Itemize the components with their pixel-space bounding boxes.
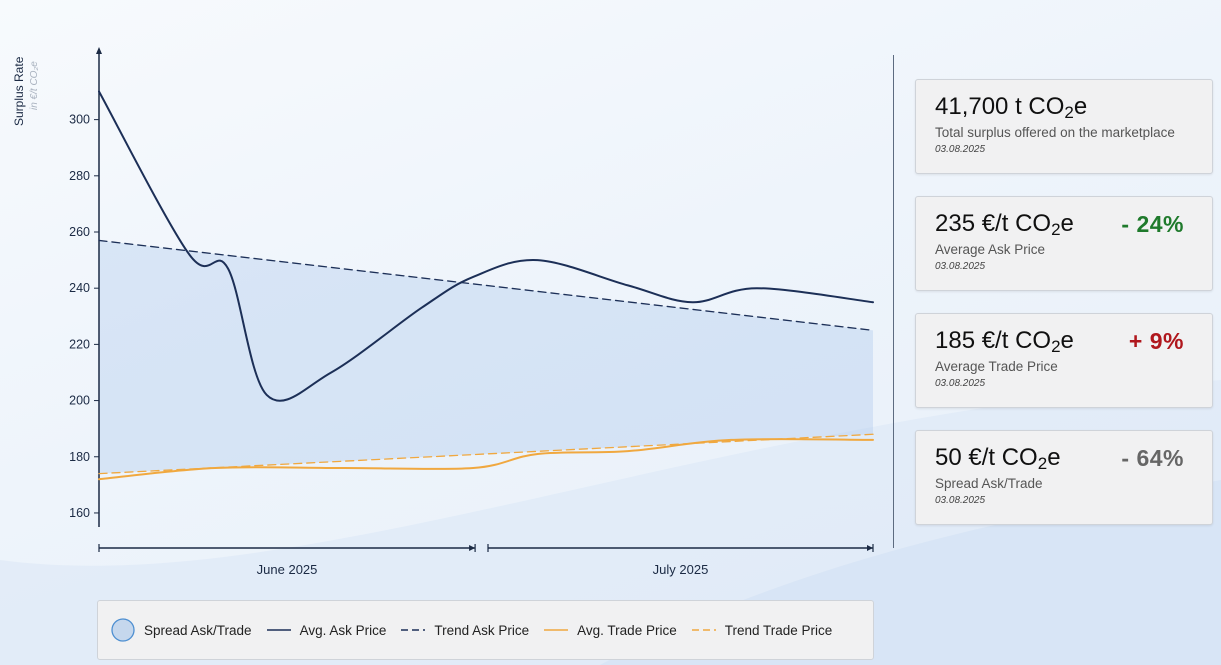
legend-swatch-icon bbox=[691, 629, 716, 631]
kpi-card: 50 €/t CO2e Spread Ask/Trade 03.08.2025 - 6… bbox=[915, 430, 1213, 525]
legend-item[interactable]: Spread Ask/Trade bbox=[110, 617, 252, 643]
kpi-value-tail: e bbox=[1060, 210, 1074, 237]
legend-item[interactable]: Trend Trade Price bbox=[691, 622, 833, 638]
series-avg-ask-price bbox=[98, 90, 874, 402]
kpi-date: 03.08.2025 bbox=[935, 261, 986, 272]
kpi-value-tail: e bbox=[1073, 93, 1088, 120]
kpi-value: 185 €/t CO2e bbox=[935, 326, 1212, 356]
x-period-label: June 2025 bbox=[257, 562, 318, 577]
x-period-arrow bbox=[469, 545, 476, 551]
kpi-value-tail: e bbox=[1060, 327, 1074, 354]
kpi-value-subscript: 2 bbox=[1051, 220, 1061, 239]
y-tick-label: 200 bbox=[69, 394, 90, 408]
legend-swatch-icon bbox=[111, 618, 135, 642]
y-tick-label: 300 bbox=[69, 113, 90, 127]
y-axis-arrow bbox=[96, 47, 102, 54]
kpi-date: 03.08.2025 bbox=[935, 495, 986, 506]
kpi-description: Spread Ask/Trade bbox=[935, 476, 1043, 491]
spread-area bbox=[99, 240, 873, 474]
spread-fill bbox=[99, 240, 873, 474]
kpi-date: 03.08.2025 bbox=[935, 378, 986, 389]
legend-swatch-icon bbox=[266, 629, 291, 631]
kpi-card: 41,700 t CO2e Total surplus offered on th… bbox=[915, 79, 1213, 174]
y-axis-title: Surplus Rate bbox=[12, 56, 26, 126]
legend-label: Spread Ask/Trade bbox=[144, 622, 252, 638]
kpi-value-main: 50 €/t CO bbox=[935, 444, 1038, 471]
legend-label: Avg. Ask Price bbox=[299, 622, 387, 638]
legend-swatch-icon bbox=[401, 629, 426, 631]
series-trend-ask-price bbox=[98, 239, 874, 331]
kpi-description: Average Ask Price bbox=[935, 242, 1046, 257]
kpi-change: - 64% bbox=[1121, 445, 1184, 471]
kpi-card: 185 €/t CO2e Average Trade Price 03.08.202… bbox=[915, 313, 1213, 408]
kpi-value-main: 185 €/t CO bbox=[935, 327, 1052, 354]
x-period-label: July 2025 bbox=[653, 562, 709, 577]
legend-label: Trend Ask Price bbox=[434, 622, 530, 638]
kpi-value: 235 €/t CO2e bbox=[935, 209, 1212, 239]
kpi-value-subscript: 2 bbox=[1051, 337, 1061, 356]
kpi-value: 41,700 t CO2e bbox=[935, 92, 1212, 122]
kpi-description: Total surplus offered on the marketplace bbox=[935, 125, 1175, 140]
series-avg-trade-price bbox=[98, 438, 874, 481]
x-period-arrow bbox=[867, 545, 873, 551]
chart-legend: Spread Ask/Trade Avg. Ask Price Trend Ask … bbox=[97, 600, 874, 660]
y-axis-unit: in €/t CO₂e bbox=[29, 61, 40, 110]
kpi-change: + 9% bbox=[1128, 328, 1184, 354]
kpi-value: 50 €/t CO2e bbox=[935, 443, 1212, 473]
kpi-value-tail: e bbox=[1047, 444, 1061, 471]
kpi-description: Average Trade Price bbox=[935, 359, 1058, 374]
y-tick-label: 180 bbox=[69, 450, 90, 464]
y-tick-label: 260 bbox=[69, 225, 90, 239]
legend-label: Trend Trade Price bbox=[724, 622, 833, 638]
axes: 160 180 200 220 240 260 280 300 June 2025 July 20… bbox=[69, 47, 874, 577]
y-tick-label: 220 bbox=[69, 337, 90, 351]
kpi-value-subscript: 2 bbox=[1037, 454, 1048, 473]
y-tick-label: 240 bbox=[69, 281, 90, 295]
panel-divider bbox=[893, 55, 894, 548]
kpi-value-main: 41,700 t CO bbox=[935, 93, 1065, 120]
legend-item[interactable]: Avg. Trade Price bbox=[543, 623, 677, 638]
kpi-date: 03.08.2025 bbox=[935, 144, 986, 155]
y-tick-label: 160 bbox=[69, 506, 90, 520]
legend-item[interactable]: Trend Ask Price bbox=[400, 623, 529, 638]
kpi-value-main: 235 €/t CO bbox=[935, 210, 1052, 237]
legend-item[interactable]: Avg. Ask Price bbox=[266, 622, 387, 638]
legend-swatch-icon bbox=[544, 629, 569, 631]
kpi-change: - 24% bbox=[1121, 211, 1184, 237]
series-lines bbox=[98, 90, 874, 481]
legend-label: Avg. Trade Price bbox=[577, 622, 677, 638]
price-chart: 160 180 200 220 240 260 280 300 June 2025 July 20… bbox=[12, 47, 874, 577]
y-tick-label: 280 bbox=[69, 169, 90, 183]
axis-labels: Surplus Rate in €/t CO₂e bbox=[12, 56, 40, 126]
kpi-card: 235 €/t CO2e Average Ask Price 03.08.2025 -… bbox=[915, 196, 1213, 291]
kpi-value-subscript: 2 bbox=[1064, 103, 1074, 122]
